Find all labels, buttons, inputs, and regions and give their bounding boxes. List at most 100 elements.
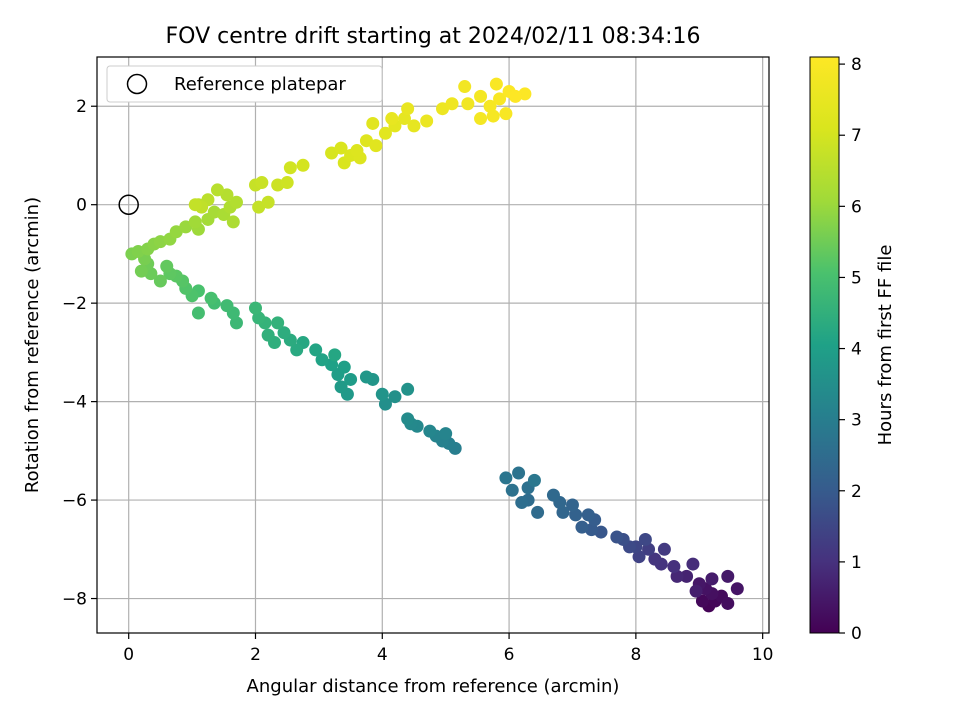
y-tick-label: −2 (62, 294, 87, 314)
data-point (407, 119, 421, 133)
data-point (220, 299, 234, 313)
colorbar-label: Hours from first FF file (875, 245, 896, 446)
data-point (334, 380, 348, 394)
colorbar-tick-label: 2 (851, 482, 862, 502)
data-point (445, 97, 459, 111)
data-point (483, 99, 497, 113)
data-point (695, 594, 709, 608)
chart-title: FOV centre drift starting at 2024/02/11 … (166, 24, 701, 49)
data-point (283, 161, 297, 175)
data-point (565, 498, 579, 512)
data-point (309, 343, 323, 357)
data-point (721, 596, 735, 610)
x-tick-label: 8 (630, 645, 641, 665)
x-tick-label: 0 (123, 645, 134, 665)
legend-entry-reference: Reference platepar (174, 74, 346, 95)
data-point (255, 176, 269, 190)
data-point (458, 80, 472, 94)
data-point (277, 326, 291, 340)
data-point (315, 353, 329, 367)
plot-frame (96, 56, 770, 634)
y-tick-label: −4 (62, 393, 87, 413)
data-point (657, 542, 671, 556)
data-point (366, 116, 380, 130)
y-axis-ticks: −8 −6 −4 −2 0 2 (62, 97, 97, 610)
legend-marker-icon (126, 73, 148, 95)
data-point (508, 89, 522, 103)
data-point (721, 569, 735, 583)
legend: Reference platepar (106, 65, 383, 103)
data-point (489, 77, 503, 91)
data-point (378, 397, 392, 411)
data-point (280, 176, 294, 190)
data-point (486, 109, 500, 123)
data-point (337, 360, 351, 374)
data-point (689, 584, 703, 598)
data-point (261, 195, 275, 209)
data-point (296, 158, 310, 172)
data-point (401, 412, 415, 426)
x-axis-ticks: 0 2 4 6 8 10 (123, 633, 773, 665)
data-point (210, 183, 224, 197)
data-point (248, 301, 262, 315)
data-point (401, 382, 415, 396)
data-point (474, 112, 488, 126)
data-point (229, 316, 243, 330)
data-point (423, 424, 437, 438)
colorbar-tick-label: 3 (851, 411, 862, 431)
data-point (648, 552, 662, 566)
x-axis-label: Angular distance from reference (arcmin) (247, 676, 620, 697)
colorbar-tick-label: 6 (851, 197, 862, 217)
x-tick-label: 4 (377, 645, 388, 665)
data-point (667, 560, 681, 574)
y-tick-label: 0 (76, 196, 87, 216)
data-point (153, 274, 167, 288)
colorbar (809, 56, 840, 634)
data-point (499, 107, 513, 121)
data-point (575, 520, 589, 534)
y-tick-label: −8 (62, 590, 87, 610)
data-point (344, 372, 358, 386)
y-tick-label: 2 (76, 97, 87, 117)
data-point (527, 473, 541, 487)
data-point (226, 215, 240, 229)
reference-platepar-marker (118, 194, 139, 215)
data-point (499, 471, 513, 485)
data-point (642, 542, 656, 556)
data-point (531, 505, 545, 519)
data-point (439, 427, 453, 441)
data-point (134, 264, 148, 278)
data-point (261, 328, 275, 342)
colorbar-tick-label: 4 (851, 340, 862, 360)
data-point (569, 508, 583, 522)
data-point (670, 569, 684, 583)
data-point (375, 387, 389, 401)
data-point (512, 466, 526, 480)
data-point (420, 114, 434, 128)
data-point (204, 291, 218, 305)
data-point (397, 112, 411, 126)
x-tick-label: 2 (250, 645, 261, 665)
colorbar-tick-label: 5 (851, 268, 862, 288)
colorbar-ticks: 0 1 2 3 4 5 6 7 8 (839, 55, 862, 644)
colorbar-tick-label: 7 (851, 126, 862, 146)
data-point (632, 550, 646, 564)
data-point (328, 348, 342, 362)
data-point (556, 505, 570, 519)
data-point (401, 102, 415, 116)
data-point (160, 259, 174, 273)
data-point (730, 582, 744, 596)
data-point (638, 532, 652, 546)
x-tick-label: 10 (752, 645, 774, 665)
y-axis-label: Rotation from reference (arcmin) (22, 197, 43, 493)
data-point (493, 92, 507, 106)
data-point (515, 496, 529, 510)
data-point (229, 195, 243, 209)
data-point (505, 483, 519, 497)
data-point (378, 126, 392, 140)
data-point (188, 215, 202, 229)
legend-box (106, 65, 383, 103)
colorbar-tick-label: 8 (851, 55, 862, 75)
data-point (191, 306, 205, 320)
